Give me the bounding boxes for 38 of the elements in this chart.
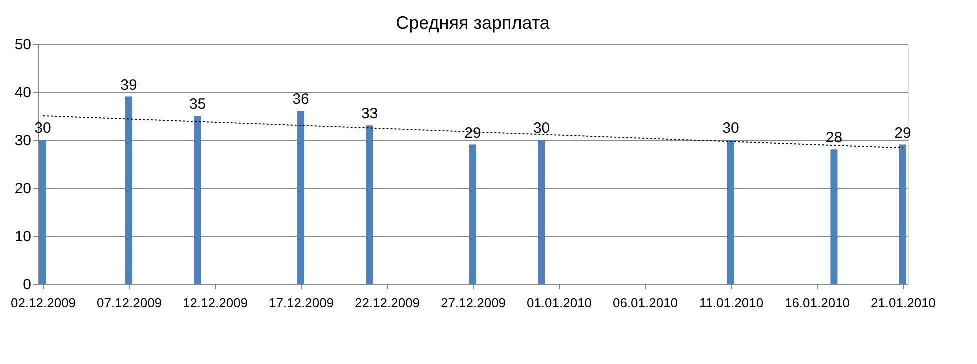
x-tick-label: 16.01.2010 (784, 296, 850, 310)
data-label: 30 (34, 120, 52, 137)
y-tick-label: 50 (14, 36, 32, 54)
data-label: 35 (189, 96, 206, 113)
chart-title: Средняя зарплата (396, 13, 551, 33)
x-tick-label: 01.01.2010 (526, 296, 592, 310)
x-tick-label: 11.01.2010 (699, 296, 764, 310)
bar (728, 140, 734, 284)
bar (40, 140, 46, 284)
bar (126, 96, 132, 284)
data-label: 36 (292, 91, 310, 108)
bar (900, 144, 906, 284)
data-label: 29 (464, 124, 482, 142)
y-tick-label: 40 (14, 84, 32, 102)
y-tick-label: 0 (23, 276, 32, 294)
x-tick-label: 07.12.2009 (96, 296, 162, 310)
data-label: 30 (533, 120, 550, 137)
bar (194, 116, 202, 284)
y-tick-label: 10 (14, 228, 32, 246)
bar (366, 126, 374, 284)
bar (298, 111, 304, 284)
y-tick-label: 30 (14, 132, 32, 150)
bar (830, 150, 838, 284)
x-tick-label: 21.01.2010 (870, 296, 936, 310)
x-tick-label: 12.12.2009 (182, 296, 248, 310)
data-label: 29 (894, 124, 912, 142)
x-tick-label: 02.12.2009 (10, 296, 76, 310)
data-label: 28 (826, 130, 843, 147)
bar (538, 140, 546, 284)
data-label: 39 (120, 76, 138, 94)
y-tick-label: 20 (14, 180, 32, 198)
x-tick-label: 17.12.2009 (268, 296, 334, 310)
data-label: 33 (361, 106, 378, 123)
x-tick-label: 06.01.2010 (612, 296, 678, 310)
data-label: 30 (722, 120, 740, 137)
x-tick-label: 27.12.2009 (440, 296, 506, 310)
x-tick-label: 22.12.2009 (354, 296, 420, 310)
bar (470, 144, 476, 284)
